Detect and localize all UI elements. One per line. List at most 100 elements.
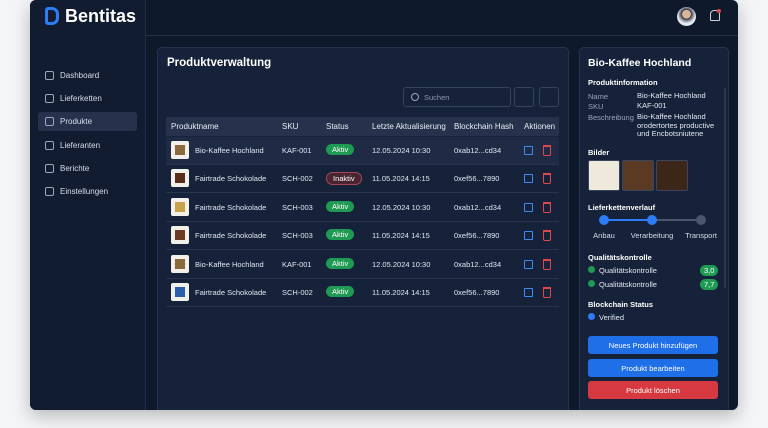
delete-button[interactable] xyxy=(543,145,551,156)
cell-text: 0xef56...7890 xyxy=(454,231,500,241)
cell-text: SCH-003 xyxy=(282,202,313,212)
delete-button[interactable] xyxy=(543,230,551,242)
check-icon xyxy=(588,280,595,287)
section-heading: Lieferkettenverlauf xyxy=(588,203,656,212)
column-header: Letzte Aktualisierung xyxy=(372,122,446,131)
edit-button[interactable] xyxy=(524,146,533,155)
product-thumbnail xyxy=(171,283,189,301)
nav-label: Lieferanten xyxy=(60,140,101,150)
nav-item[interactable]: Dashboard xyxy=(38,66,137,85)
step-dot xyxy=(696,215,706,225)
nav-item[interactable]: Einstellungen xyxy=(38,182,137,201)
cell-text: Fairtrade Schokolade xyxy=(195,231,267,241)
verified-icon xyxy=(588,313,595,320)
product-image[interactable] xyxy=(656,160,688,191)
field-label: Name xyxy=(588,92,609,101)
quality-score: 7,7 xyxy=(700,279,719,290)
detail-panel: Bio-Kaffee Hochland Produktinformation Nam… xyxy=(579,47,729,410)
table-row[interactable]: Fairtrade Schokolade SCH-003 Aktiv 12.05.20… xyxy=(166,194,559,222)
nav-icon xyxy=(45,71,54,80)
product-thumbnail xyxy=(171,226,189,245)
edit-button[interactable] xyxy=(524,259,533,269)
cell-text: Fairtrade Schokolade xyxy=(195,202,267,212)
cell-text: 11.05.2024 14:15 xyxy=(372,174,430,184)
step-dot xyxy=(599,215,609,225)
edit-button[interactable] xyxy=(524,288,533,297)
nav-item[interactable]: Lieferketten xyxy=(38,89,137,108)
panel-title: Produktverwaltung xyxy=(167,57,272,69)
table-row[interactable]: Fairtrade Schokolade SCH-003 Aktiv 11.05.20… xyxy=(166,222,559,251)
search-box[interactable]: Suchen xyxy=(403,87,511,107)
app-window: Bentitas Dashboard Lieferketten Produkte Lie… xyxy=(30,0,738,410)
cell-text: Bio-Kaffee Hochland xyxy=(195,259,264,269)
action-button[interactable]: Produkt löschen xyxy=(588,381,718,399)
table-row[interactable]: Bio-Kaffee Hochland KAF-001 Aktiv 12.05.202… xyxy=(166,251,559,279)
nav-item[interactable]: Lieferanten xyxy=(38,136,137,155)
cell-text: 12.05.2024 10:30 xyxy=(372,202,431,212)
column-header: Blockchain Hash xyxy=(454,122,514,131)
edit-button[interactable] xyxy=(524,231,533,241)
cell-text: 11.05.2024 14:15 xyxy=(372,231,430,241)
delete-button[interactable] xyxy=(543,258,551,270)
column-header: Produktname xyxy=(171,122,219,131)
table-row[interactable]: Fairtrade Schokolade SCH-002 Inaktiv 11.05.… xyxy=(166,165,559,194)
cell-text: Bio-Kaffee Hochland xyxy=(195,146,264,155)
section-heading: Blockchain Status xyxy=(588,300,654,309)
edit-button[interactable] xyxy=(524,174,533,184)
filter-button[interactable] xyxy=(514,87,534,107)
nav-item[interactable]: Berichte xyxy=(38,159,137,178)
cell-text: SCH-002 xyxy=(282,174,313,184)
delete-button[interactable] xyxy=(543,173,551,185)
cell-text: Fairtrade Schokolade xyxy=(195,288,267,297)
step-dot xyxy=(647,215,657,225)
delete-button[interactable] xyxy=(543,201,551,213)
table-row[interactable]: Fairtrade Schokolade SCH-002 Aktiv 11.05.20… xyxy=(166,279,559,307)
product-image[interactable] xyxy=(588,160,620,191)
cell-text: 11.05.2024 14:15 xyxy=(372,288,430,297)
column-header: Status xyxy=(326,122,349,131)
delete-button[interactable] xyxy=(543,287,551,298)
nav-icon xyxy=(45,163,54,173)
section-heading: Bilder xyxy=(588,148,610,157)
nav-label: Berichte xyxy=(60,163,90,173)
cell-text: Fairtrade Schokolade xyxy=(195,174,267,184)
notification-bell[interactable] xyxy=(710,10,720,21)
field-label: Beschreibung xyxy=(588,113,634,122)
product-thumbnail xyxy=(171,254,189,273)
cell-text: 0xab12...cd34 xyxy=(454,202,502,212)
nav-icon xyxy=(45,94,54,104)
avatar[interactable] xyxy=(677,7,696,26)
status-badge: Inaktiv xyxy=(326,172,362,186)
settings-button[interactable] xyxy=(539,87,559,107)
field-value: Bio-Kaffee Hochland xyxy=(637,91,706,100)
scrollbar xyxy=(724,88,726,288)
nav-item[interactable]: Produkte xyxy=(38,112,137,132)
nav-label: Lieferketten xyxy=(60,94,102,104)
field-value: KAF-001 xyxy=(637,101,667,110)
cell-text: 12.05.2024 10:30 xyxy=(372,146,431,155)
action-button[interactable]: Produkt bearbeiten xyxy=(588,358,718,377)
nav-icon xyxy=(45,187,54,196)
verified-label: Verified xyxy=(599,313,625,322)
table-row[interactable]: Bio-Kaffee Hochland KAF-001 Aktiv 12.05.202… xyxy=(166,137,559,165)
cell-text: KAF-001 xyxy=(282,259,312,269)
button-label: Produkt bearbeiten xyxy=(621,363,685,373)
product-thumbnail xyxy=(171,197,189,216)
step-label: Verarbeitung xyxy=(630,231,674,240)
search-icon xyxy=(411,93,419,101)
action-button[interactable]: Neues Produkt hinzufügen xyxy=(588,336,718,354)
status-badge: Aktiv xyxy=(326,257,355,269)
cell-text: 0xab12...cd34 xyxy=(454,146,502,155)
quality-score: 3,0 xyxy=(700,265,719,276)
product-panel: Produktverwaltung Suchen Produktname SKU Sta… xyxy=(157,47,569,410)
nav-icon xyxy=(45,140,54,150)
edit-button[interactable] xyxy=(524,202,533,212)
button-label: Neues Produkt hinzufügen xyxy=(608,341,698,350)
quality-label: Qualitätskontrolle xyxy=(599,266,657,275)
column-header: SKU xyxy=(282,122,299,131)
step-label: Anbau xyxy=(593,231,615,240)
nav-label: Dashboard xyxy=(60,71,100,80)
product-image[interactable] xyxy=(622,160,654,191)
